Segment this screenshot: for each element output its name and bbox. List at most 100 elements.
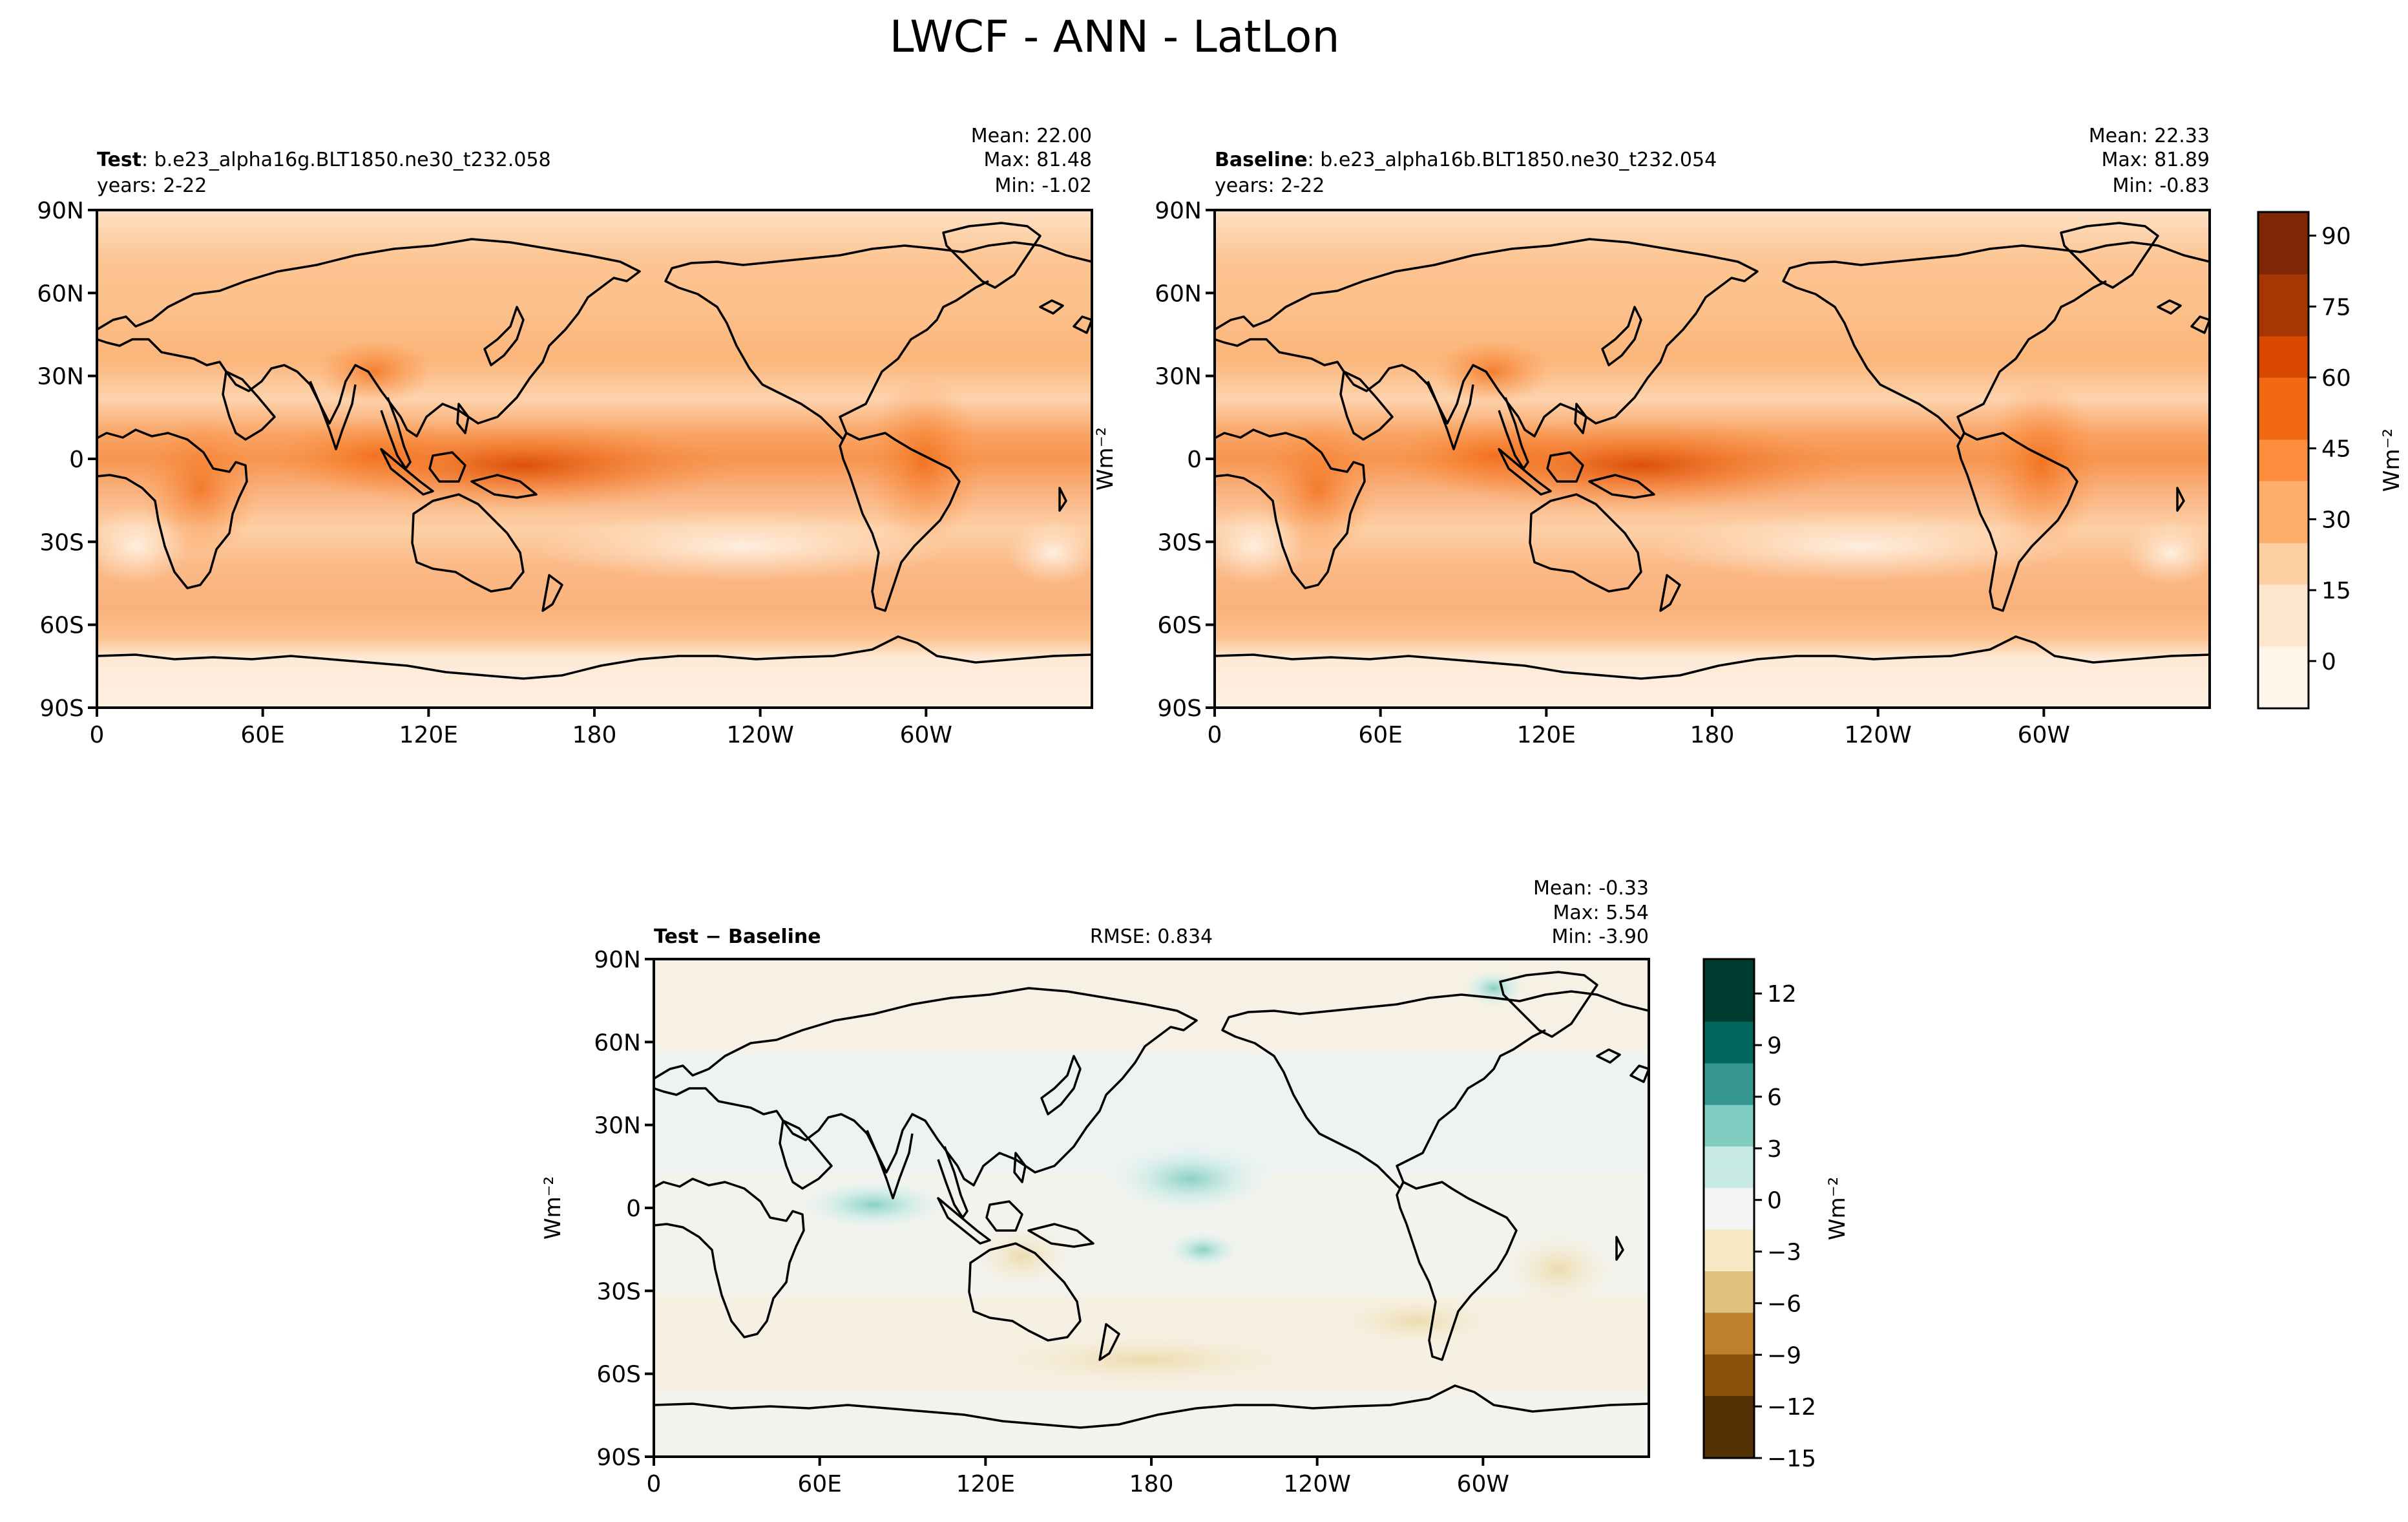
diff-colorbar-tick-label: −15 (1767, 1446, 1816, 1472)
main-colorbar-tick-label: 60 (2321, 365, 2351, 392)
lon-tick-label: 60E (797, 1471, 842, 1497)
lat-tick-label: 30N (1155, 364, 1202, 390)
main-colorbar-segment (2258, 233, 2309, 254)
diff-colorbar-frame (1702, 958, 1755, 1459)
lat-tick-label: 60S (596, 1362, 641, 1388)
diff-colorbar-segment (1704, 1042, 1754, 1064)
lat-tick-label: 60N (1155, 280, 1202, 307)
lat-tick-label: 30S (1157, 529, 1202, 556)
test-mean: Mean: 22.00 (971, 125, 1092, 147)
diff-colorbar-segment (1704, 1333, 1754, 1355)
lon-tick-label: 180 (1129, 1471, 1174, 1497)
main-colorbar-segment (2258, 688, 2309, 709)
lat-tick-label: 0 (69, 447, 84, 473)
diff-colorbar-tick-label: 9 (1767, 1033, 1782, 1059)
main-colorbar-segment (2258, 336, 2309, 357)
lat-tick-label: 90S (39, 695, 84, 722)
lon-tick-label: 120W (1284, 1471, 1351, 1497)
main-colorbar-tick-label: 15 (2321, 578, 2351, 604)
lat-tick-label: 30N (37, 364, 84, 390)
diff-colorbar-segment (1704, 1375, 1754, 1396)
main-colorbar-tick-label: 45 (2321, 436, 2351, 463)
diff-field (654, 959, 1649, 1457)
diff-colorbar-segment (1704, 1146, 1754, 1168)
lat-tick-label: 60S (39, 613, 84, 639)
main-colorbar-segment (2258, 419, 2309, 440)
lon-tick-label: 180 (572, 722, 617, 748)
baseline-annotations: Baseline: b.e23_alpha16b.BLT1850.ne30_t2… (1215, 125, 2210, 197)
main-colorbar-segment (2258, 626, 2309, 647)
diff-colorbar-segment (1704, 1021, 1754, 1043)
main-colorbar: 90 75 60 45 30 15 0 Wm⁻² (2257, 211, 2405, 710)
main-colorbar-segment (2258, 377, 2309, 399)
diff-colorbar: 12 9 6 3 0 −3 −6 −9 −12 −15 Wm⁻² (1702, 958, 1850, 1472)
lat-tick-label: 90S (596, 1444, 641, 1471)
baseline-title-name: Baseline (1215, 149, 1308, 171)
baseline-ylabel: Wm⁻² (1093, 427, 1118, 491)
baseline-title: Baseline: b.e23_alpha16b.BLT1850.ne30_t2… (1215, 149, 1717, 171)
figure-title: LWCF - ANN - LatLon (890, 12, 1340, 63)
lat-tick-label: 30N (594, 1113, 641, 1139)
diff-colorbar-segment (1704, 1312, 1754, 1334)
diff-colorbar-segment (1704, 1291, 1754, 1313)
main-colorbar-segment (2258, 315, 2309, 337)
diff-colorbar-segment (1704, 1229, 1754, 1251)
baseline-max: Max: 81.89 (2101, 149, 2210, 171)
main-colorbar-segment (2258, 605, 2309, 626)
lat-tick-label: 0 (626, 1196, 641, 1222)
diff-title: Test − Baseline (654, 925, 821, 948)
diff-panel (653, 958, 1650, 1458)
main-colorbar-segment (2258, 295, 2309, 316)
main-colorbar-segment (2258, 212, 2309, 233)
main-colorbar-segment (2258, 584, 2309, 606)
diff-colorbar-segment (1704, 1187, 1754, 1209)
main-colorbar-tick-label: 75 (2321, 294, 2351, 321)
main-colorbar-segment (2258, 460, 2309, 481)
diff-colorbar-tick-label: −12 (1767, 1394, 1816, 1421)
main-colorbar-tick-label: 30 (2321, 507, 2351, 533)
main-colorbar-segment (2258, 398, 2309, 419)
test-panel (84, 209, 1098, 709)
test-max: Max: 81.48 (983, 149, 1092, 171)
main-colorbar-segment (2258, 502, 2309, 523)
diff-colorbar-tick-label: 3 (1767, 1136, 1782, 1163)
test-years: years: 2-22 (97, 174, 207, 197)
lon-tick-label: 120E (399, 722, 458, 748)
lon-tick-label: 60W (900, 722, 952, 748)
lon-tick-label: 120W (727, 722, 794, 748)
diff-colorbar-tick-label: −6 (1767, 1291, 1801, 1317)
main-colorbar-tick-label: 0 (2321, 649, 2336, 675)
diff-colorbar-segment (1704, 1125, 1754, 1147)
baseline-title-case: : b.e23_alpha16b.BLT1850.ne30_t232.054 (1308, 149, 1717, 171)
main-colorbar-label: Wm⁻² (2379, 428, 2405, 492)
lon-tick-label: 0 (90, 722, 105, 748)
diff-colorbar-segment (1704, 1209, 1754, 1230)
lon-tick-label: 60E (1358, 722, 1403, 748)
test-annotations: Test: b.e23_alpha16g.BLT1850.ne30_t232.0… (97, 125, 1092, 197)
diff-rmse: RMSE: 0.834 (1090, 925, 1213, 948)
lon-tick-label: 120E (1517, 722, 1576, 748)
diff-colorbar-segment (1704, 959, 1754, 980)
diff-colorbar-segment (1704, 1395, 1754, 1417)
main-colorbar-segment (2258, 667, 2309, 688)
test-min: Min: -1.02 (995, 174, 1093, 197)
diff-colorbar-segment (1704, 1062, 1754, 1084)
diff-colorbar-segment (1704, 1416, 1754, 1438)
main-colorbar-segment (2258, 646, 2309, 668)
main-colorbar-frame (2257, 211, 2310, 710)
diff-max: Max: 5.54 (1553, 902, 1649, 924)
baseline-panel (1202, 209, 2216, 709)
main-colorbar-segment (2258, 253, 2309, 275)
lon-tick-label: 0 (647, 1471, 662, 1497)
main-colorbar-tick-label: 90 (2321, 224, 2351, 250)
diff-colorbar-segment (1704, 1167, 1754, 1189)
lat-tick-label: 90S (1157, 695, 1202, 722)
main-colorbar-segment (2258, 439, 2309, 461)
lat-tick-label: 30S (596, 1278, 641, 1305)
lon-tick-label: 60W (1457, 1471, 1509, 1497)
diff-colorbar-tick-label: 6 (1767, 1084, 1782, 1111)
baseline-years: years: 2-22 (1215, 174, 1324, 197)
